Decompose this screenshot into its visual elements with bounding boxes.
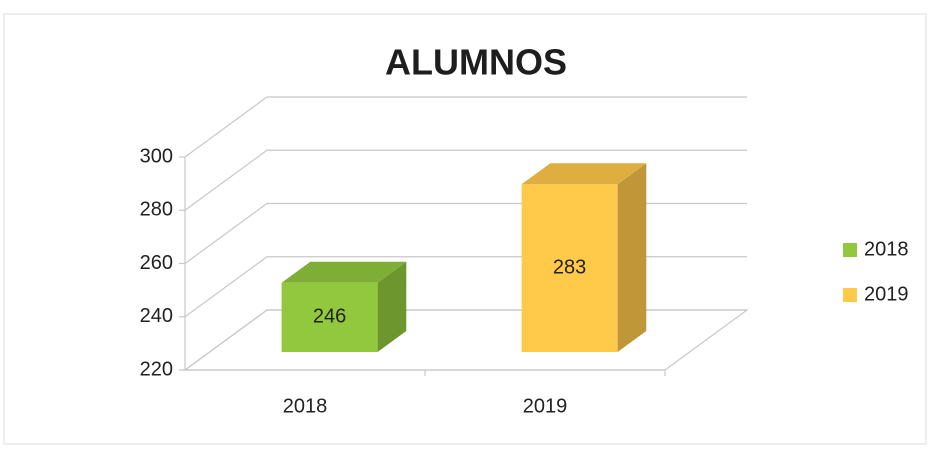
y-tick-label: 300 [140,145,173,167]
legend-label: 2019 [864,283,909,305]
grid-line [184,149,747,211]
legend-swatch [843,243,857,257]
bar-side [617,163,647,352]
y-tick-label: 280 [140,199,173,221]
grid-line [184,96,747,158]
chart-title: ALUMNOS [385,42,567,83]
y-tick-label: 260 [140,252,173,274]
x-tick-label: 2018 [283,395,328,417]
bar-side [377,261,407,352]
bar-top [521,163,647,185]
y-tick-label: 220 [140,358,173,380]
data-label: 283 [553,256,586,278]
x-tick-label: 2019 [523,395,568,417]
bar [281,282,378,352]
legend-label: 2018 [864,238,909,260]
legend-swatch [843,288,857,302]
bar-top [281,261,407,283]
chart-frame [3,13,927,445]
bar [521,184,618,352]
y-tick-label: 240 [140,305,173,327]
data-label: 246 [313,306,346,328]
